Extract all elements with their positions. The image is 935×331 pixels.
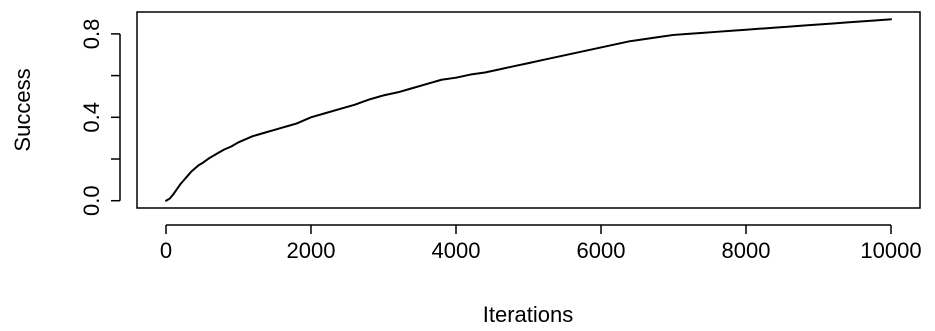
- success-series-line: [165, 18, 892, 202]
- y-tick-label: 0.0: [79, 185, 104, 216]
- y-tick-label: 0.4: [79, 102, 104, 133]
- x-axis-title: Iterations: [483, 302, 574, 327]
- x-tick-label: 8000: [722, 238, 771, 263]
- x-tick-label: 0: [160, 238, 172, 263]
- x-tick-label: 4000: [432, 238, 481, 263]
- x-tick-label: 10000: [860, 238, 921, 263]
- y-tick-label: 0.8: [79, 19, 104, 50]
- x-axis: 0 2000 4000 6000 8000 10000: [160, 224, 922, 263]
- y-axis-title: Success: [10, 68, 35, 151]
- plot-frame: [136, 11, 921, 209]
- x-tick-label: 2000: [287, 238, 336, 263]
- x-tick-label: 6000: [577, 238, 626, 263]
- y-axis: 0.0 0.4 0.8: [79, 19, 121, 216]
